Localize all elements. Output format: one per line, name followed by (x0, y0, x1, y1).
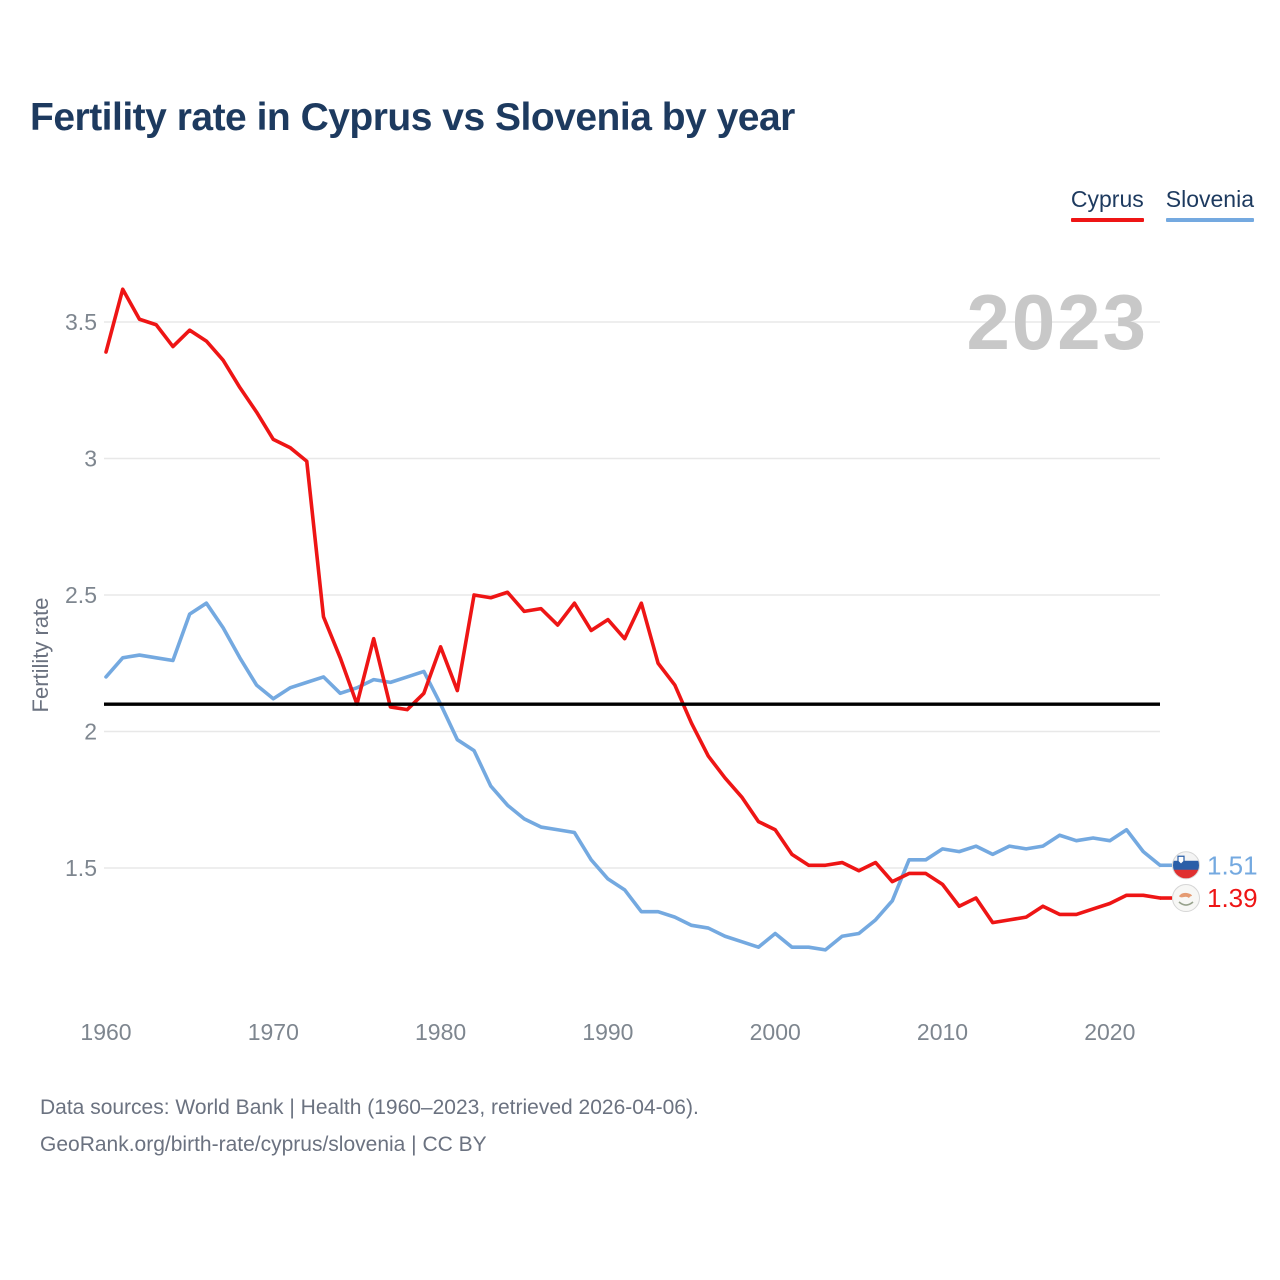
x-tick-label: 1970 (248, 1019, 299, 1045)
y-axis-title: Fertility rate (28, 598, 53, 713)
attribution-line: GeoRank.org/birth-rate/cyprus/slovenia |… (40, 1133, 487, 1157)
x-tick-label: 2010 (917, 1019, 968, 1045)
y-tick-label: 2 (84, 719, 97, 745)
legend-item-cyprus[interactable]: Cyprus (1070, 186, 1144, 222)
cyprus-end-value: 1.39 (1207, 883, 1258, 913)
cyprus-flag-icon (1172, 884, 1200, 913)
x-tick-label: 1990 (582, 1019, 633, 1045)
x-tick-label: 2000 (750, 1019, 801, 1045)
cyprus-line (104, 287, 1162, 925)
y-tick-label: 1.5 (65, 855, 97, 881)
legend-color-bar-cyprus (1070, 218, 1144, 222)
chart-legend: Cyprus Slovenia (1070, 186, 1254, 222)
legend-item-slovenia[interactable]: Slovenia (1165, 186, 1254, 222)
y-tick-label: 3.5 (65, 309, 97, 335)
watermark-year: 2023 (966, 278, 1148, 366)
x-tick-label: 1980 (415, 1019, 466, 1045)
slovenia-line (104, 601, 1162, 952)
legend-color-bar-slovenia (1165, 218, 1254, 222)
legend-label-slovenia: Slovenia (1165, 186, 1254, 212)
slovenia-end-value: 1.51 (1207, 850, 1258, 880)
legend-label-cyprus: Cyprus (1070, 186, 1144, 212)
data-sources-line: Data sources: World Bank | Health (1960–… (40, 1096, 699, 1119)
x-tick-label: 1960 (80, 1019, 131, 1045)
y-tick-label: 3 (84, 446, 97, 472)
chart-footer: Data sources: World Bank | Health (1960–… (40, 1089, 699, 1164)
page-title: Fertility rate in Cyprus vs Slovenia by … (30, 96, 795, 139)
y-tick-label: 2.5 (65, 582, 97, 608)
x-tick-label: 2020 (1084, 1019, 1135, 1045)
slovenia-flag-icon (1172, 851, 1200, 880)
